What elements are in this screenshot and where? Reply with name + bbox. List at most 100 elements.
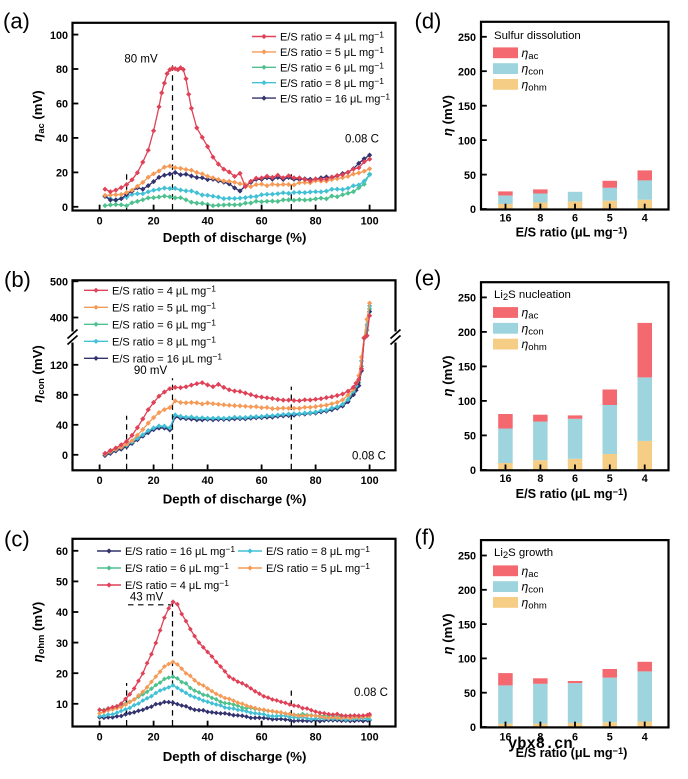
svg-text:10: 10: [56, 699, 68, 711]
svg-text:E/S ratio = 6 μL mg−1: E/S ratio = 6 μL mg−1: [125, 562, 229, 576]
svg-text:50: 50: [464, 688, 476, 700]
svg-text:0: 0: [62, 450, 68, 462]
svg-text:E/S ratio (μL mg−1): E/S ratio (μL mg−1): [516, 746, 628, 760]
svg-text:E/S ratio = 16 μL mg−1: E/S ratio = 16 μL mg−1: [112, 352, 222, 366]
svg-text:60: 60: [256, 732, 268, 744]
svg-text:6: 6: [572, 213, 578, 225]
svg-text:150: 150: [458, 362, 476, 374]
svg-text:150: 150: [458, 101, 476, 113]
svg-text:20: 20: [56, 668, 68, 680]
svg-text:100: 100: [458, 396, 476, 408]
svg-text:80: 80: [56, 390, 68, 402]
svg-text:0: 0: [97, 475, 103, 487]
svg-text:Depth of discharge (%): Depth of discharge (%): [163, 230, 307, 245]
svg-text:40: 40: [202, 216, 214, 228]
svg-text:80 mV: 80 mV: [124, 54, 158, 66]
svg-text:80: 80: [310, 732, 322, 744]
svg-text:4: 4: [642, 731, 648, 743]
svg-text:100: 100: [361, 475, 379, 487]
svg-text:200: 200: [458, 66, 476, 78]
svg-text:E/S ratio (μL mg−1): E/S ratio (μL mg−1): [516, 487, 628, 501]
svg-text:8: 8: [537, 473, 543, 485]
svg-text:E/S ratio = 4 μL mg−1: E/S ratio = 4 μL mg−1: [280, 30, 384, 44]
svg-text:200: 200: [458, 327, 476, 339]
svg-text:5: 5: [607, 731, 613, 743]
svg-text:Depth of discharge (%): Depth of discharge (%): [163, 749, 307, 764]
svg-text:ηcon: ηcon: [522, 62, 544, 78]
svg-text:500: 500: [50, 277, 68, 289]
svg-text:ybx8.cn: ybx8.cn: [508, 735, 573, 753]
svg-text:E/S ratio = 8 μL mg−1: E/S ratio = 8 μL mg−1: [280, 76, 384, 90]
svg-text:80: 80: [310, 475, 322, 487]
svg-text:0: 0: [97, 732, 103, 744]
svg-text:20: 20: [148, 475, 160, 487]
svg-text:0: 0: [470, 204, 476, 216]
svg-text:6: 6: [572, 731, 578, 743]
svg-text:ηac (mV): ηac (mV): [30, 90, 46, 141]
svg-text:43 mV: 43 mV: [130, 592, 164, 604]
svg-text:250: 250: [458, 293, 476, 305]
svg-text:40: 40: [56, 133, 68, 145]
svg-text:E/S ratio = 16 μL mg−1: E/S ratio = 16 μL mg−1: [125, 545, 235, 559]
svg-text:E/S ratio = 6 μL mg−1: E/S ratio = 6 μL mg−1: [112, 318, 216, 332]
svg-text:Li2S growth: Li2S growth: [494, 547, 553, 561]
svg-text:0: 0: [470, 722, 476, 734]
svg-text:4: 4: [642, 473, 648, 485]
svg-text:(e): (e): [415, 266, 442, 291]
svg-text:100: 100: [50, 30, 68, 42]
svg-text:0.08 C: 0.08 C: [345, 134, 379, 146]
svg-text:20: 20: [56, 168, 68, 180]
svg-text:50: 50: [464, 431, 476, 443]
svg-text:Li2S nucleation: Li2S nucleation: [494, 289, 571, 303]
svg-text:40: 40: [56, 607, 68, 619]
svg-text:200: 200: [458, 585, 476, 597]
svg-text:E/S ratio = 4 μL mg−1: E/S ratio = 4 μL mg−1: [125, 579, 229, 593]
svg-text:150: 150: [458, 619, 476, 631]
svg-text:80: 80: [310, 216, 322, 228]
svg-text:ηac: ηac: [522, 564, 539, 580]
svg-text:250: 250: [458, 32, 476, 44]
svg-text:ηcon: ηcon: [522, 580, 544, 596]
svg-text:ηohm: ηohm: [522, 337, 547, 353]
svg-text:Depth of discharge (%): Depth of discharge (%): [163, 492, 307, 507]
svg-text:E/S ratio = 5 μL mg−1: E/S ratio = 5 μL mg−1: [266, 562, 370, 576]
svg-text:5: 5: [607, 213, 613, 225]
svg-text:80: 80: [56, 64, 68, 76]
svg-text:120: 120: [50, 360, 68, 372]
svg-text:16: 16: [499, 213, 511, 225]
svg-text:ηohm (mV): ηohm (mV): [30, 602, 46, 663]
svg-text:60: 60: [56, 99, 68, 111]
svg-text:8: 8: [537, 213, 543, 225]
svg-text:60: 60: [256, 475, 268, 487]
svg-text:40: 40: [202, 732, 214, 744]
svg-text:250: 250: [458, 551, 476, 563]
svg-text:E/S ratio = 8 μL mg−1: E/S ratio = 8 μL mg−1: [112, 335, 216, 349]
svg-text:50: 50: [56, 577, 68, 589]
svg-text:ηac: ηac: [522, 46, 539, 62]
svg-text:100: 100: [458, 654, 476, 666]
svg-text:60: 60: [56, 546, 68, 558]
svg-text:40: 40: [202, 475, 214, 487]
svg-text:5: 5: [607, 473, 613, 485]
svg-text:E/S ratio = 5 μL mg−1: E/S ratio = 5 μL mg−1: [280, 45, 384, 59]
svg-text:(c): (c): [4, 527, 30, 552]
svg-text:Sulfur dissolution: Sulfur dissolution: [494, 30, 581, 42]
svg-text:η (mV): η (mV): [440, 95, 455, 136]
svg-text:16: 16: [499, 731, 511, 743]
svg-text:E/S ratio = 16 μL mg−1: E/S ratio = 16 μL mg−1: [280, 92, 390, 106]
svg-text:(f): (f): [415, 525, 436, 550]
svg-text:(d): (d): [415, 9, 442, 34]
svg-text:E/S ratio = 5 μL mg−1: E/S ratio = 5 μL mg−1: [112, 301, 216, 315]
svg-text:ηac: ηac: [522, 306, 539, 322]
svg-text:4: 4: [642, 213, 648, 225]
svg-text:ηcon (mV): ηcon (mV): [30, 345, 46, 403]
svg-text:(a): (a): [3, 9, 30, 34]
svg-text:E/S ratio = 8 μL mg−1: E/S ratio = 8 μL mg−1: [266, 545, 370, 559]
svg-text:40: 40: [56, 420, 68, 432]
svg-text:E/S ratio = 4 μL mg−1: E/S ratio = 4 μL mg−1: [112, 284, 216, 298]
svg-text:6: 6: [572, 473, 578, 485]
svg-text:100: 100: [361, 732, 379, 744]
svg-text:ηcon: ηcon: [522, 321, 544, 337]
svg-text:0: 0: [97, 216, 103, 228]
svg-text:0.08 C: 0.08 C: [354, 687, 388, 699]
